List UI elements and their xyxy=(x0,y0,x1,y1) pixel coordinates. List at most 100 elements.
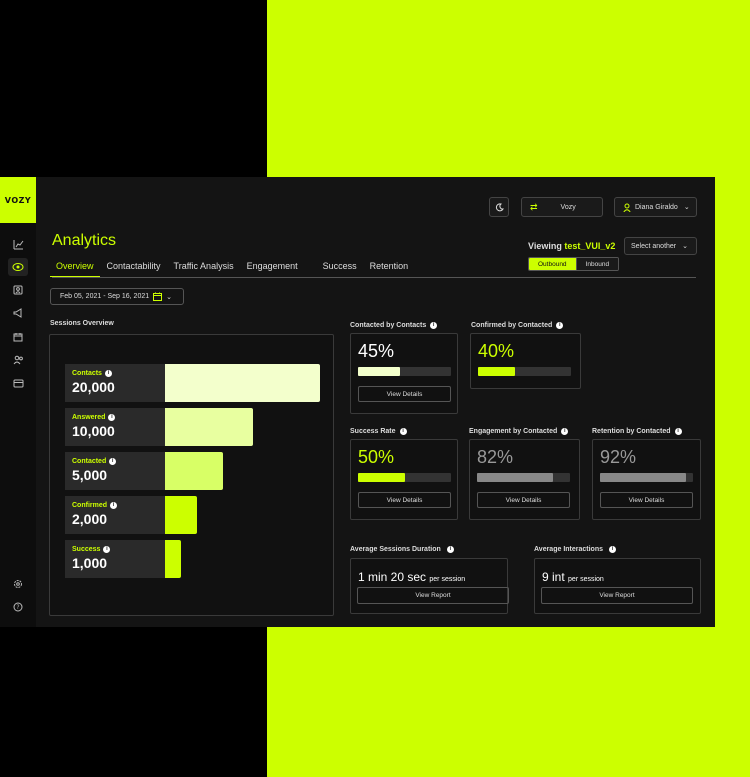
average-value: 9 int per session xyxy=(542,570,604,584)
view-report-button[interactable]: View Report xyxy=(357,587,509,604)
info-icon[interactable]: i xyxy=(674,428,682,435)
metric-title-4: Retention by Contacted i xyxy=(592,428,682,435)
average-unit: per session xyxy=(568,576,604,583)
metric-value: 45% xyxy=(358,341,395,361)
view-details-button[interactable]: View Details xyxy=(358,492,451,508)
metric-title-2: Success Rate i xyxy=(350,428,407,435)
info-icon[interactable]: i xyxy=(609,546,616,553)
funnel-stage-name: Confirmed i xyxy=(72,502,165,509)
info-icon[interactable]: i xyxy=(556,322,564,329)
metric-progress-track xyxy=(358,367,451,376)
metric-card-3: 82% View Details xyxy=(469,439,580,520)
metric-title-text: Engagement by Contacted xyxy=(469,428,558,435)
metric-title-text: Contacted by Contacts xyxy=(350,322,427,329)
logo-text: VOZY xyxy=(4,195,32,205)
info-icon[interactable]: i xyxy=(103,546,111,553)
average-title-text: Average Interactions xyxy=(534,546,603,553)
user-name: Diana Giraldo xyxy=(635,203,678,211)
direction-toggle: Outbound Inbound xyxy=(528,257,620,271)
channel-switch-button[interactable]: ⇄ Vozy xyxy=(521,197,603,217)
funnel-stage-value: 2,000 xyxy=(72,511,108,527)
metric-progress-track xyxy=(600,473,693,482)
calendar-users-icon[interactable] xyxy=(8,328,28,346)
help-icon[interactable]: ? xyxy=(8,598,28,616)
moon-icon xyxy=(495,202,504,211)
info-icon[interactable]: i xyxy=(104,370,112,377)
theme-toggle-button[interactable] xyxy=(489,197,509,217)
settings-gear-icon[interactable] xyxy=(8,575,28,593)
metric-progress-track xyxy=(478,367,571,376)
info-icon[interactable]: i xyxy=(109,458,117,465)
funnel-stage-name: Success i xyxy=(72,546,165,553)
analytics-icon[interactable] xyxy=(8,258,28,276)
funnel-label: Answered i 10,000 xyxy=(65,408,165,446)
tab-success[interactable]: Success xyxy=(322,261,357,271)
view-report-button[interactable]: View Report xyxy=(541,587,693,604)
info-icon[interactable]: i xyxy=(561,428,569,435)
contacts-card-icon[interactable] xyxy=(8,281,28,299)
megaphone-icon[interactable] xyxy=(8,304,28,322)
date-range-picker[interactable]: Feb 05, 2021 - Sep 16, 2021 ⌄ xyxy=(50,288,184,305)
funnel-bar xyxy=(165,408,253,446)
swap-arrows-icon: ⇄ xyxy=(530,201,538,212)
funnel-stage-text: Success xyxy=(72,546,101,553)
view-details-button[interactable]: View Details xyxy=(600,492,693,508)
funnel-stage-text: Confirmed xyxy=(72,502,107,509)
metric-title-0: Contacted by Contacts i xyxy=(350,322,438,329)
metric-value: 40% xyxy=(478,341,515,361)
funnel-label: Success i 1,000 xyxy=(65,540,165,578)
view-details-button[interactable]: View Details xyxy=(358,386,451,402)
info-icon[interactable]: i xyxy=(110,502,117,509)
metric-progress-fill xyxy=(478,367,516,376)
metric-card-4: 92% View Details xyxy=(592,439,701,520)
metric-title-1: Confirmed by Contacted i xyxy=(471,322,564,329)
credit-card-icon[interactable] xyxy=(8,374,28,392)
tab-traffic-analysis[interactable]: Traffic Analysis xyxy=(173,261,234,271)
viewing-label: Viewing test_VUI_v2 xyxy=(528,241,615,251)
average-value: 1 min 20 sec per session xyxy=(358,570,465,584)
sidebar: VOZY ? xyxy=(0,177,36,627)
funnel-label: Contacted i 5,000 xyxy=(65,452,165,490)
metric-title-text: Success Rate xyxy=(350,428,396,435)
logo[interactable]: VOZY xyxy=(0,177,36,223)
info-icon[interactable]: i xyxy=(399,428,407,435)
average-title-1: Average Interactions i xyxy=(534,546,616,553)
tab-contactability[interactable]: Contactability xyxy=(106,261,161,271)
user-menu-button[interactable]: Diana Giraldo ⌄ xyxy=(614,197,697,217)
average-card-1: 9 int per session View Report xyxy=(534,558,701,614)
average-title-0: Average Sessions Duration i xyxy=(350,546,454,553)
tab-overview[interactable]: Overview xyxy=(50,261,100,277)
dashboard-chart-icon[interactable] xyxy=(8,235,28,253)
chevron-down-icon: ⌄ xyxy=(682,243,689,250)
metric-progress-fill xyxy=(477,473,554,482)
tab-engagement[interactable]: Engagement xyxy=(246,261,298,271)
date-range-text: Feb 05, 2021 - Sep 16, 2021 xyxy=(60,293,150,300)
funnel-label: Contacts i 20,000 xyxy=(65,364,165,402)
calendar-icon xyxy=(153,292,163,301)
funnel-label: Confirmed i 2,000 xyxy=(65,496,165,534)
metric-card-2: 50% View Details xyxy=(350,439,458,520)
funnel-stage-text: Contacts xyxy=(72,370,102,377)
info-icon[interactable]: i xyxy=(108,414,116,421)
metric-progress-track xyxy=(358,473,451,482)
users-icon[interactable] xyxy=(8,351,28,369)
view-details-button[interactable]: View Details xyxy=(477,492,570,508)
svg-text:?: ? xyxy=(16,604,19,611)
info-icon[interactable]: i xyxy=(446,546,454,553)
metric-title-3: Engagement by Contacted i xyxy=(469,428,569,435)
metric-title-text: Confirmed by Contacted xyxy=(471,322,553,329)
analytics-app-window: VOZY ? ⇄ xyxy=(0,177,715,627)
tab-retention[interactable]: Retention xyxy=(369,261,409,271)
select-another-label: Select another xyxy=(631,242,677,250)
sessions-funnel: Contacts i 20,000 Answered i 10,000 Contacted i… xyxy=(49,334,334,616)
sessions-overview-title: Sessions Overview xyxy=(50,320,114,327)
info-icon[interactable]: i xyxy=(430,322,438,329)
outbound-toggle[interactable]: Outbound xyxy=(529,258,576,270)
chevron-down-icon: ⌄ xyxy=(683,204,690,211)
inbound-toggle[interactable]: Inbound xyxy=(575,258,619,270)
funnel-stage-value: 10,000 xyxy=(72,423,115,439)
metric-progress-fill xyxy=(358,473,405,482)
select-another-dropdown[interactable]: Select another ⌄ xyxy=(624,237,697,255)
funnel-stage-text: Contacted xyxy=(72,458,107,465)
funnel-stage-name: Contacts i xyxy=(72,370,165,377)
